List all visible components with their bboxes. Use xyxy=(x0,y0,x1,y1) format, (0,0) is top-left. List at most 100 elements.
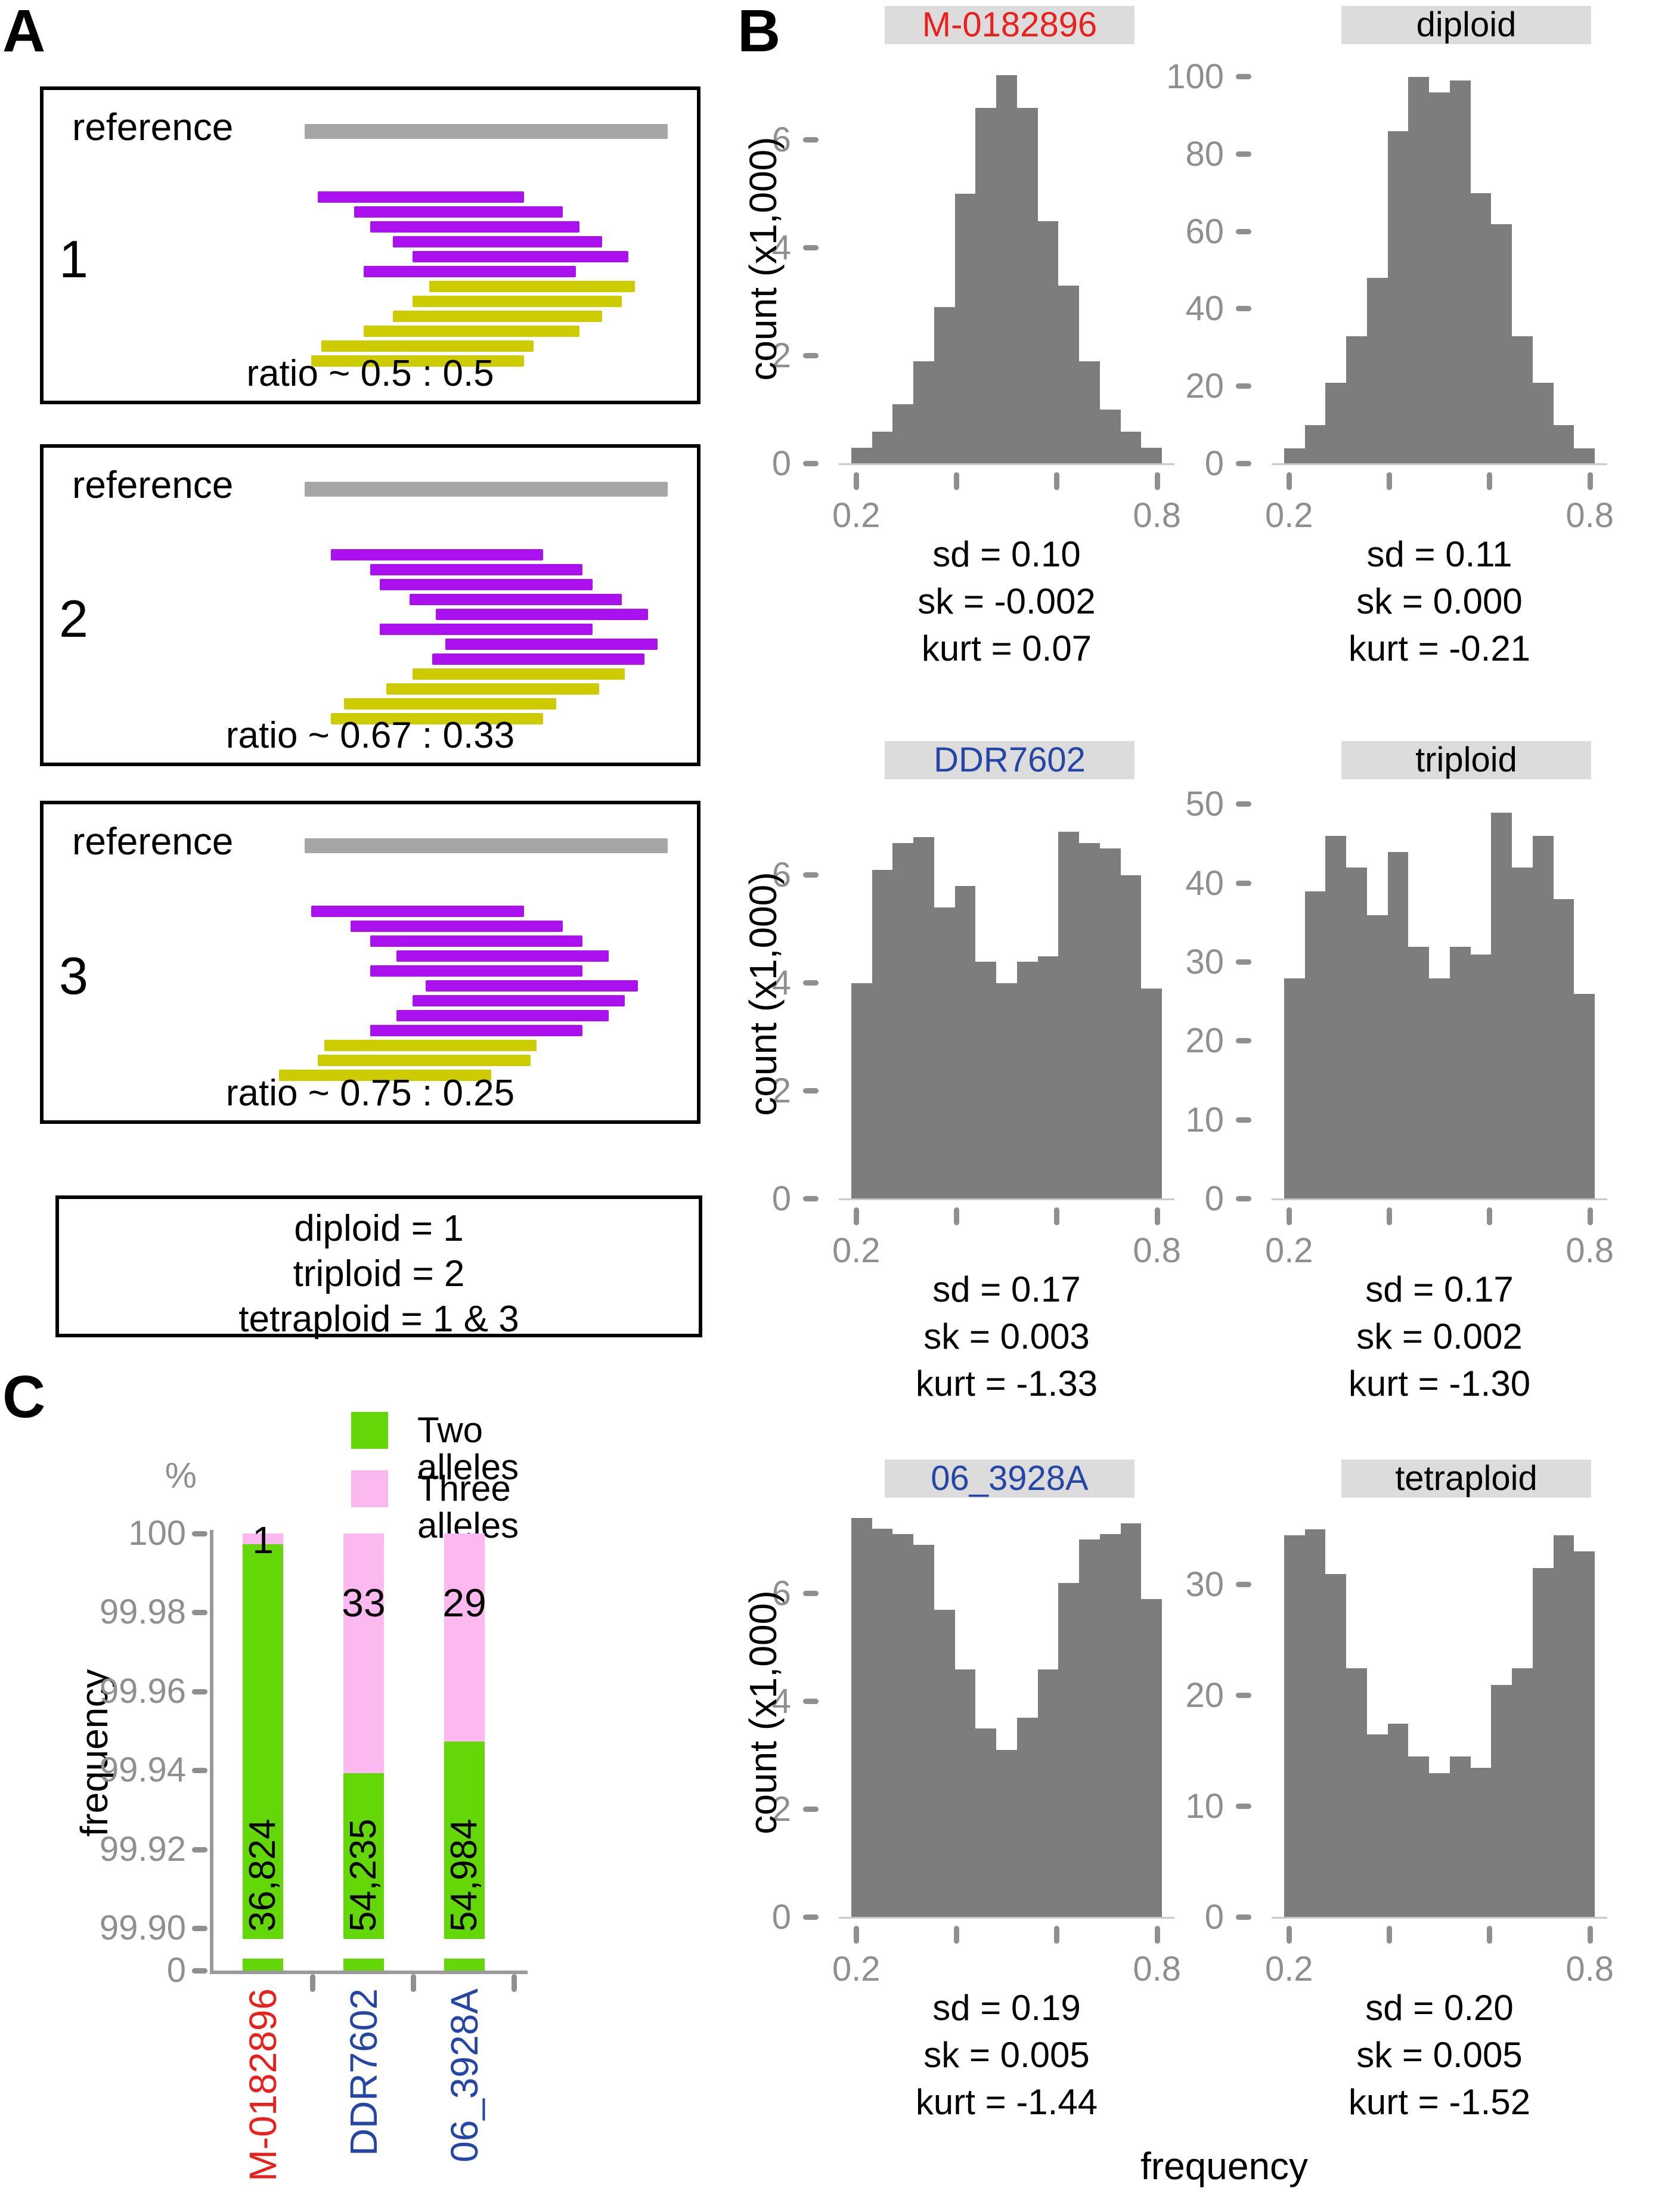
purple-read xyxy=(380,624,593,635)
two-allele-count-label: 54,235 xyxy=(343,1818,384,1932)
stat-line: sk = -0.002 xyxy=(917,581,1096,621)
yellow-read xyxy=(318,1055,531,1066)
hist-bars xyxy=(851,789,1163,1199)
ploidy-note-box: diploid = 1 triploid = 2 tetraploid = 1 & … xyxy=(55,1195,702,1340)
x-tick-label: 0.2 xyxy=(832,1950,881,1988)
stat-line: sd = 0.17 xyxy=(1365,1269,1514,1309)
x-tick-dash xyxy=(512,1974,517,1992)
y-zero-label: 0 xyxy=(166,1951,186,1990)
hist-bin xyxy=(913,361,934,464)
three-allele-count-label: 33 xyxy=(342,1581,386,1625)
hist-bin xyxy=(1387,131,1409,464)
hist-bin xyxy=(892,404,914,464)
x-tick-dash xyxy=(954,1207,960,1225)
y-tick-label: 2 xyxy=(771,336,791,375)
hist-bin xyxy=(996,1750,1017,1917)
hist-baseline xyxy=(839,463,1174,465)
y-tick-dash xyxy=(192,1847,207,1852)
stat-line: sk = 0.002 xyxy=(1356,1316,1523,1356)
y-tick-dash xyxy=(803,461,819,466)
count-axis-label: count (x1,000) xyxy=(742,1590,785,1835)
y-tick-dash xyxy=(803,137,819,142)
hist-bin xyxy=(1553,899,1574,1199)
hist-bin xyxy=(1058,1582,1080,1917)
purple-read xyxy=(311,906,524,917)
reference-bar xyxy=(305,482,668,497)
ratio-label: ratio ~ 0.5 : 0.5 xyxy=(246,353,494,394)
hist-bin xyxy=(913,837,934,1199)
category-label-M-0182896: M-0182896 xyxy=(241,1988,284,2182)
purple-read xyxy=(409,594,622,605)
hist-bin xyxy=(1346,868,1367,1199)
hist-bin xyxy=(1120,431,1142,464)
y-tick-dash xyxy=(1236,1038,1251,1044)
hist-bin xyxy=(934,1610,955,1917)
hist-bin xyxy=(1079,1539,1100,1917)
y-tick-label: 40 xyxy=(1185,289,1224,329)
y-tick-dash xyxy=(1236,1196,1251,1201)
y-tick-dash xyxy=(1236,228,1251,234)
x-tick-dash xyxy=(1054,1207,1060,1225)
x-tick-label: 0.2 xyxy=(1264,1950,1313,1988)
hist-baseline xyxy=(1272,1917,1607,1919)
x-tick-label: 0.8 xyxy=(1566,1231,1614,1270)
purple-read xyxy=(380,579,593,590)
x-tick-dash xyxy=(854,1207,860,1225)
hist-bin xyxy=(1532,836,1554,1199)
hist-bin xyxy=(1429,92,1450,464)
yellow-read xyxy=(321,340,534,352)
y-tick-dash xyxy=(803,1088,819,1093)
hist-bin xyxy=(1491,1684,1512,1917)
hist-bin xyxy=(1532,1568,1554,1917)
hist-bin xyxy=(1141,447,1163,464)
purple-read xyxy=(370,935,583,947)
purple-read xyxy=(354,206,563,218)
purple-read xyxy=(364,266,576,277)
yellow-read xyxy=(344,698,557,710)
x-tick-dash xyxy=(1487,472,1493,490)
green-legend-swatch xyxy=(351,1412,388,1449)
x-tick-label: 0.8 xyxy=(1566,1950,1614,1988)
purple-read xyxy=(370,564,583,575)
hist-bin xyxy=(1325,836,1347,1199)
hist-bin xyxy=(1016,107,1038,464)
purple-read xyxy=(370,965,583,977)
y-tick-dash xyxy=(1236,306,1251,312)
hist-bin xyxy=(1470,1767,1492,1917)
reference-bar xyxy=(305,124,668,139)
hist-bin xyxy=(996,75,1017,464)
three-allele-count-label: 29 xyxy=(442,1581,486,1625)
hist-plot-hist-ddr7602 xyxy=(839,789,1174,1199)
hist-bin xyxy=(954,885,976,1199)
hist-bin xyxy=(1346,336,1367,464)
hist-title-triploid: triploid xyxy=(1415,741,1517,779)
reference-label: reference xyxy=(72,463,234,506)
box-number: 1 xyxy=(59,229,88,289)
y-tick-dash xyxy=(1236,959,1251,965)
hist-bars xyxy=(851,54,1163,464)
y-tick-label: 0 xyxy=(1204,1898,1224,1937)
y-tick-dash xyxy=(803,352,819,358)
purple-read xyxy=(318,191,524,203)
hist-plot-hist-06-3928a xyxy=(839,1507,1174,1917)
hist-baseline xyxy=(1272,463,1607,465)
reference-label: reference xyxy=(72,820,234,863)
hist-bin xyxy=(1366,1734,1388,1917)
y-tick-label: 99.98 xyxy=(99,1593,186,1632)
hist-bin xyxy=(851,447,872,464)
y-tick-dash xyxy=(1236,383,1251,389)
hist-stats-hist-diploid: sd = 0.11 sk = 0.000 kurt = -0.21 xyxy=(1272,531,1607,672)
stat-line: sk = 0.000 xyxy=(1356,581,1523,621)
hist-bin xyxy=(1141,1598,1163,1917)
y-tick-label: 100 xyxy=(128,1514,186,1553)
y-tick-dash xyxy=(1236,73,1251,79)
y-tick-label: 2 xyxy=(771,1071,791,1110)
hist-bin xyxy=(1449,946,1471,1199)
x-tick-dash xyxy=(310,1974,315,1992)
hist-bin xyxy=(934,307,955,464)
y-tick-dash xyxy=(803,1698,819,1704)
y-tick-label: 4 xyxy=(771,963,791,1002)
hist-plot-hist-m0182896 xyxy=(839,54,1174,464)
hist-bin xyxy=(1491,224,1512,464)
count-axis-label: count (x1,000) xyxy=(742,872,785,1116)
